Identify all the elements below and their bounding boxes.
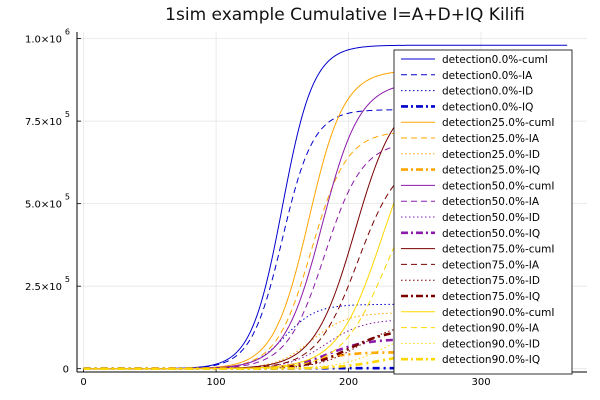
x-tick-label: 100 [207, 377, 226, 388]
legend-label: detection0.0%-ID [442, 86, 533, 98]
legend-label: detection25.0%-cumI [442, 117, 555, 129]
y-tick-label-group: 55.0×10 [25, 193, 70, 211]
legend-entry: detection25.0%-IQ [401, 165, 540, 177]
legend-label: detection90.0%-IA [442, 323, 540, 335]
legend-label: detection0.0%-IQ [442, 101, 533, 113]
legend-label: detection75.0%-IQ [442, 291, 540, 303]
legend-label: detection50.0%-IA [442, 196, 540, 208]
y-tick-label: 0 [63, 365, 69, 376]
legend-entry: detection0.0%-IA [401, 70, 533, 82]
legend-entry: detection50.0%-IQ [401, 228, 540, 240]
y-tick-exponent: 5 [65, 110, 70, 119]
legend-entry: detection50.0%-ID [401, 212, 540, 224]
y-tick-label: 5.0×10 [25, 200, 62, 211]
y-tick-label-group: 0 [63, 365, 69, 376]
legend-entry: detection25.0%-IA [401, 133, 540, 145]
legend-entry: detection75.0%-cumI [401, 244, 555, 256]
legend-entry: detection0.0%-cumI [401, 54, 548, 66]
legend-entry: detection90.0%-IQ [401, 354, 540, 366]
legend-label: detection25.0%-ID [442, 149, 540, 161]
x-tick-label: 200 [339, 377, 358, 388]
legend-label: detection90.0%-IQ [442, 354, 540, 366]
legend-label: detection0.0%-cumI [442, 54, 548, 66]
legend-entry: detection0.0%-ID [401, 86, 533, 98]
legend-entry: detection50.0%-cumI [401, 180, 555, 192]
y-tick-exponent: 6 [65, 28, 70, 37]
legend-label: detection90.0%-ID [442, 338, 540, 350]
y-tick-exponent: 5 [65, 193, 70, 202]
legend-entry: detection75.0%-ID [401, 275, 540, 287]
legend-entry: detection25.0%-ID [401, 149, 540, 161]
legend-entry: detection90.0%-ID [401, 338, 540, 350]
legend-entry: detection25.0%-cumI [401, 117, 555, 129]
legend-label: detection0.0%-IA [442, 70, 533, 82]
legend-label: detection50.0%-IQ [442, 228, 540, 240]
y-tick-label: 7.5×10 [25, 117, 62, 128]
y-tick-label: 2.5×10 [25, 282, 62, 293]
legend-label: detection25.0%-IQ [442, 165, 540, 177]
legend-label: detection25.0%-IA [442, 133, 540, 145]
legend-entry: detection50.0%-IA [401, 196, 540, 208]
y-tick-label-group: 61.0×10 [25, 28, 70, 46]
y-tick-label-group: 57.5×10 [25, 110, 70, 128]
legend-label: detection50.0%-cumI [442, 180, 555, 192]
legend-entry: detection75.0%-IA [401, 259, 540, 271]
legend-box [393, 49, 573, 375]
legend-label: detection75.0%-ID [442, 275, 540, 287]
legend-label: detection75.0%-cumI [442, 244, 555, 256]
legend-entry: detection0.0%-IQ [401, 101, 533, 113]
legend-entry: detection90.0%-IA [401, 323, 540, 335]
legend-entry: detection75.0%-IQ [401, 291, 540, 303]
legend: detection0.0%-cumI detection0.0%-IA detect… [393, 49, 573, 375]
y-tick-label-group: 52.5×10 [25, 275, 70, 293]
legend-label: detection50.0%-ID [442, 212, 540, 224]
legend-label: detection90.0%-cumI [442, 307, 555, 319]
x-tick-label: 300 [471, 377, 490, 388]
y-tick-exponent: 5 [65, 275, 70, 284]
chart-title: 1sim example Cumulative I=A+D+IQ Kilifi [165, 5, 525, 25]
legend-entry: detection90.0%-cumI [401, 307, 555, 319]
legend-label: detection75.0%-IA [442, 259, 540, 271]
y-tick-label: 1.0×10 [25, 35, 62, 46]
x-tick-label: 0 [80, 377, 86, 388]
